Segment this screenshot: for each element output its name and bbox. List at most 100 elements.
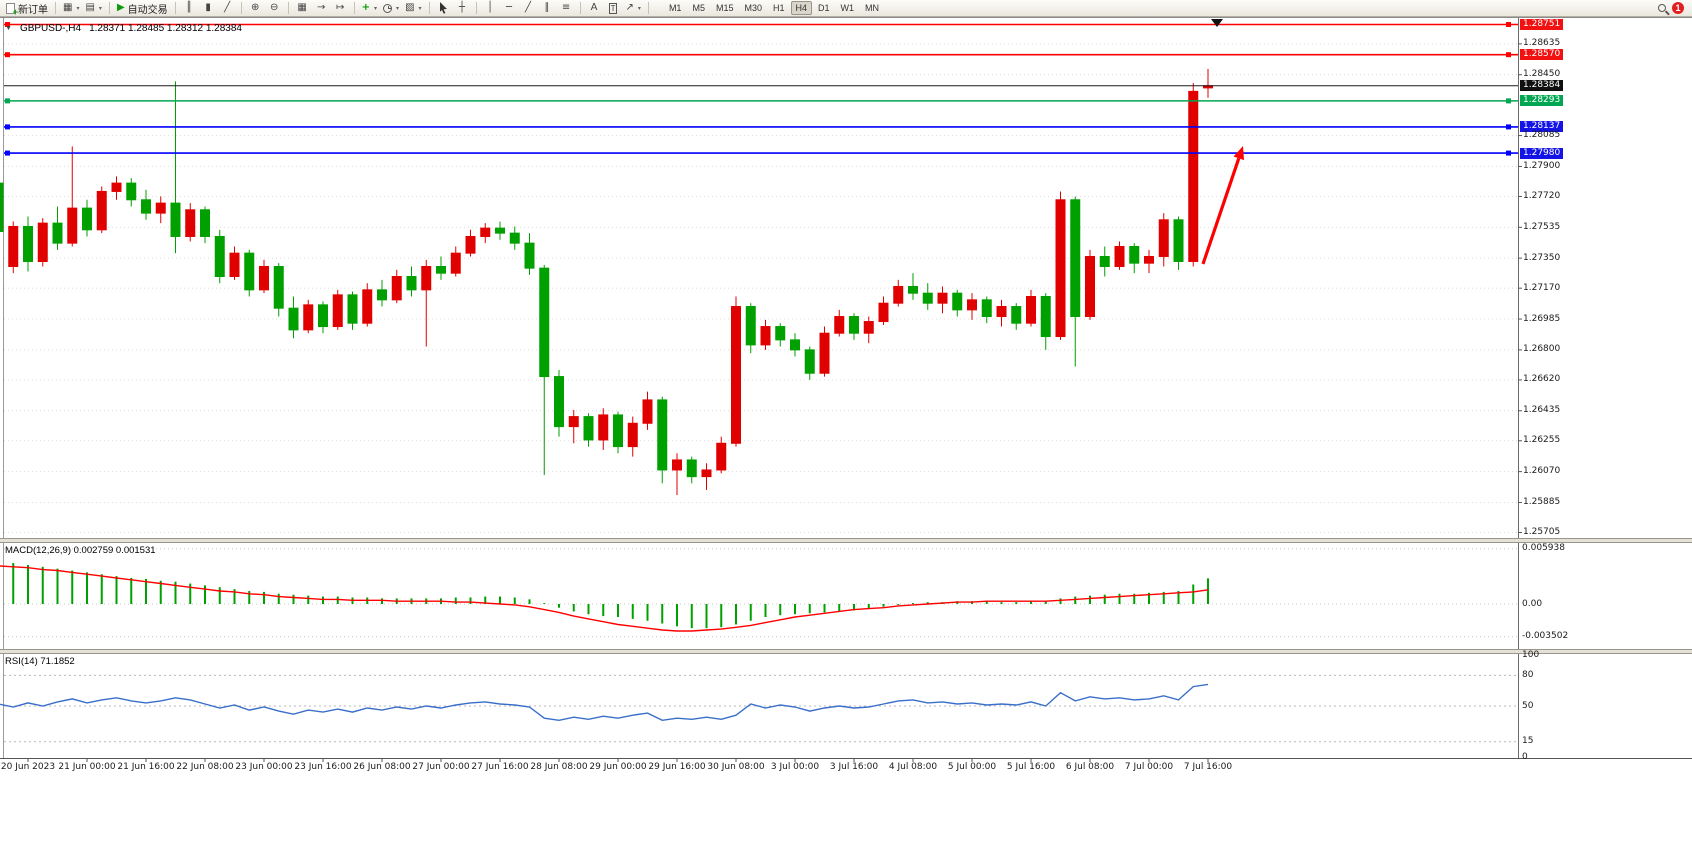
candle-body bbox=[1085, 255, 1095, 318]
line-handle[interactable] bbox=[5, 98, 10, 104]
candle-body bbox=[23, 225, 33, 262]
zoom-in-button[interactable]: ⊕ bbox=[247, 1, 264, 16]
auto-trading-button[interactable]: ▶ 自动交易 bbox=[115, 1, 170, 16]
channel-button[interactable]: ∥ bbox=[539, 1, 556, 16]
line-handle[interactable] bbox=[1506, 22, 1511, 28]
candle-body bbox=[52, 222, 63, 244]
new-chart-icon: ▦ bbox=[63, 2, 73, 13]
toolbar-separator bbox=[55, 2, 56, 14]
candle-body bbox=[657, 399, 668, 471]
chevron-down-icon: ▾ bbox=[76, 5, 80, 12]
panel-separator[interactable] bbox=[0, 649, 1692, 654]
candle-body bbox=[37, 222, 48, 262]
toolbar-separator bbox=[174, 2, 176, 14]
candle-body bbox=[1188, 90, 1199, 262]
line-handle[interactable] bbox=[5, 150, 10, 156]
timeframe-button-M15[interactable]: M15 bbox=[715, 3, 734, 13]
arrow-tool-button[interactable]: ↗ ▾ bbox=[624, 1, 643, 16]
timeframe-button-H1[interactable]: H1 bbox=[773, 3, 785, 13]
candle-body bbox=[745, 306, 756, 346]
crosshair-icon: ┼ bbox=[459, 2, 466, 13]
text-button[interactable]: A bbox=[586, 1, 603, 16]
candle-body bbox=[67, 207, 78, 244]
vertical-line-button[interactable]: │ bbox=[482, 1, 499, 16]
candle-body bbox=[1070, 199, 1081, 318]
line-handle[interactable] bbox=[1506, 150, 1511, 156]
arrow-object-shaft[interactable] bbox=[1201, 157, 1241, 265]
timeframe-button-MN[interactable]: MN bbox=[865, 3, 880, 13]
text-label-button[interactable]: T bbox=[605, 1, 622, 16]
candlestick-chart-button[interactable]: ▮ bbox=[200, 1, 217, 16]
candle-body bbox=[1055, 199, 1066, 338]
candle-body bbox=[775, 326, 786, 341]
line-handle[interactable] bbox=[5, 52, 10, 58]
timeframe-button-M5[interactable]: M5 bbox=[692, 3, 705, 13]
search-icon[interactable] bbox=[1658, 4, 1666, 12]
candle-body bbox=[495, 227, 505, 234]
candle-body bbox=[716, 442, 727, 471]
candle-body bbox=[1099, 255, 1110, 267]
candle-body bbox=[82, 207, 92, 231]
line-handle[interactable] bbox=[5, 22, 10, 28]
candle-body bbox=[981, 299, 992, 318]
templates-icon: ▨ bbox=[405, 2, 415, 13]
indicators-button[interactable]: + ▾ bbox=[360, 1, 379, 16]
candle-body bbox=[568, 416, 579, 428]
toolbar-separator bbox=[647, 2, 649, 14]
candle-body bbox=[332, 294, 343, 328]
line-handle[interactable] bbox=[1506, 52, 1511, 58]
zoom-out-icon: ⊖ bbox=[269, 2, 279, 13]
chart-shift-button[interactable]: ↦ bbox=[332, 1, 349, 16]
toolbar-separator bbox=[579, 2, 581, 14]
candle-body bbox=[480, 227, 491, 237]
toolbar-separator bbox=[353, 2, 355, 14]
candle-body bbox=[672, 459, 682, 471]
bar-chart-button[interactable]: ║ bbox=[181, 1, 198, 16]
crosshair-button[interactable]: ┼ bbox=[454, 1, 471, 16]
auto-scroll-button[interactable]: → bbox=[313, 1, 330, 16]
templates-button[interactable]: ▨ ▾ bbox=[403, 1, 423, 16]
drawn-objects bbox=[4, 19, 1518, 265]
notification-badge[interactable]: 1 bbox=[1672, 2, 1684, 14]
timeframe-button-D1[interactable]: D1 bbox=[818, 3, 830, 13]
fibonacci-button[interactable]: ≡ bbox=[558, 1, 575, 16]
timeframe-button-H4[interactable]: H4 bbox=[790, 1, 813, 15]
auto-trading-icon: ▶ bbox=[116, 2, 125, 13]
line-handle[interactable] bbox=[1506, 98, 1511, 104]
line-handle[interactable] bbox=[5, 124, 10, 130]
new-order-button[interactable]: + 新订单 bbox=[4, 1, 50, 16]
trendline-button[interactable]: ╱ bbox=[520, 1, 537, 16]
candle-body bbox=[952, 292, 963, 311]
candle-body bbox=[937, 292, 948, 304]
profiles-button[interactable]: ▤ ▾ bbox=[83, 1, 103, 16]
line-handle[interactable] bbox=[1506, 124, 1511, 130]
candle-body bbox=[598, 414, 609, 441]
timeframe-button-M30[interactable]: M30 bbox=[744, 3, 762, 13]
arrow-object-head[interactable] bbox=[1233, 146, 1244, 161]
horizontal-line-button[interactable]: ─ bbox=[501, 1, 518, 16]
timeframe-button-M1[interactable]: M1 bbox=[668, 3, 682, 13]
gridlines bbox=[4, 43, 1522, 743]
line-chart-button[interactable]: ╱ bbox=[219, 1, 236, 16]
toolbar-separator bbox=[475, 2, 477, 14]
macd-panel bbox=[0, 563, 1209, 632]
periods-button[interactable]: ▾ bbox=[381, 1, 401, 16]
candles-layer bbox=[0, 68, 1213, 495]
cursor-button[interactable] bbox=[435, 1, 452, 16]
chart-shift-marker[interactable] bbox=[1211, 19, 1223, 27]
zoom-out-button[interactable]: ⊖ bbox=[266, 1, 283, 16]
vertical-line-icon: │ bbox=[487, 2, 494, 13]
zoom-in-icon: ⊕ bbox=[250, 2, 260, 13]
new-chart-button[interactable]: ▦ ▾ bbox=[61, 1, 81, 16]
candle-body bbox=[347, 294, 358, 324]
toolbar-separator bbox=[287, 2, 289, 14]
timeframe-group: M1 M5 M15 M30 H1 H4 D1 W1 MN bbox=[664, 1, 884, 15]
tile-windows-button[interactable]: ▦ bbox=[294, 1, 311, 16]
candle-body bbox=[967, 299, 977, 311]
new-order-icon: + bbox=[6, 2, 18, 16]
candle-body bbox=[96, 190, 107, 231]
timeframe-button-W1[interactable]: W1 bbox=[840, 3, 855, 13]
auto-trading-label: 自动交易 bbox=[127, 4, 168, 16]
panel-separator[interactable] bbox=[0, 538, 1692, 543]
